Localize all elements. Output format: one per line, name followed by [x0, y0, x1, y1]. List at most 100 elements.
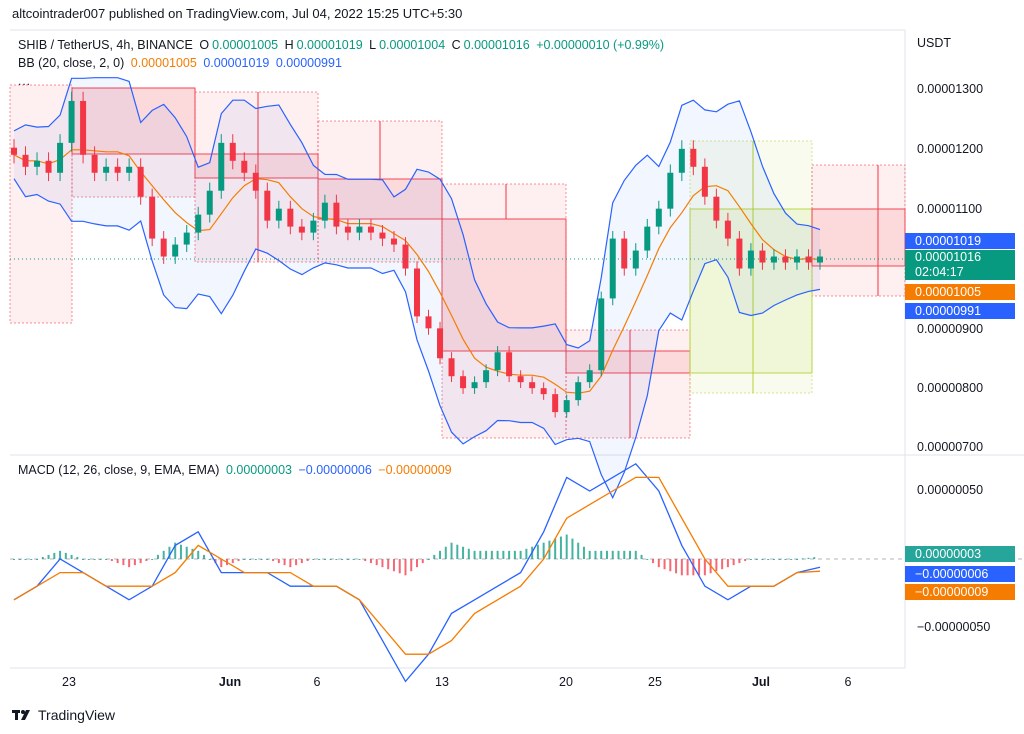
macd-histogram-bar — [237, 559, 240, 562]
macd-histogram-bar — [439, 550, 442, 559]
macd-histogram-bar — [784, 559, 787, 560]
macd-histogram-bar — [300, 559, 303, 564]
macd-histogram-bar — [36, 559, 39, 560]
macd-histogram-bar — [508, 550, 511, 559]
macd-histogram-bar — [559, 536, 562, 559]
macd-histogram-bar — [565, 534, 568, 559]
macd-histogram-bar — [623, 550, 626, 559]
candle-body — [644, 226, 651, 251]
close-value: 0.00001016 — [463, 38, 530, 52]
candle-body — [678, 148, 685, 173]
macd-histogram-bar — [312, 559, 315, 560]
macd-histogram-bar — [47, 554, 50, 559]
macd-histogram-bar — [421, 559, 424, 564]
macd-histogram-bar — [295, 559, 298, 566]
macd-histogram-bar — [502, 550, 505, 559]
macd-histogram-bar — [738, 559, 741, 564]
macd-tick: 0.00000050 — [917, 483, 984, 497]
macd-histogram-bar — [352, 559, 355, 560]
candle-body — [379, 232, 386, 239]
macd-histogram-bar — [53, 552, 56, 559]
open-value: 0.00001005 — [212, 38, 279, 52]
macd-histogram-bar — [807, 557, 810, 559]
candle-body — [448, 358, 455, 377]
bb-label[interactable]: BB (20, close, 2, 0) — [18, 56, 125, 70]
macd-label[interactable]: MACD (12, 26, close, 9, EMA, EMA) — [18, 463, 220, 477]
macd-histogram-bar — [99, 559, 102, 560]
candle-body — [575, 382, 582, 401]
time-tick: Jun — [218, 675, 242, 689]
macd-histogram-bar — [174, 542, 177, 559]
brand-label: TradingView — [38, 707, 116, 723]
bb-legend: BB (20, close, 2, 0) 0.00001005 0.000010… — [18, 56, 345, 70]
candle-body — [437, 328, 444, 359]
macd-histogram-bar — [231, 559, 234, 564]
macd-histogram-bar — [369, 559, 372, 564]
bb-basis-tag: 0.00001005 — [905, 284, 1015, 300]
macd-histogram-bar — [220, 559, 223, 568]
macd-histogram-bar — [433, 554, 436, 559]
macd-histogram-bar — [663, 559, 666, 570]
time-tick: 20 — [559, 675, 573, 689]
time-tick: 23 — [62, 675, 76, 689]
macd-histogram-bar — [513, 550, 516, 559]
macd-histogram-bar — [669, 559, 672, 572]
candle-body — [586, 370, 593, 383]
macd-histogram-bar — [145, 559, 148, 562]
candle-body — [667, 172, 674, 209]
candle-body — [701, 166, 708, 197]
candle-body — [172, 244, 179, 257]
macd-histogram-bar — [600, 550, 603, 559]
price-tick: 0.00000800 — [917, 381, 984, 395]
macd-hist-tag: 0.00000003 — [905, 546, 1015, 562]
macd-histogram-bar — [122, 559, 125, 566]
macd-histogram-bar — [416, 559, 418, 568]
macd-histogram-bar — [721, 559, 724, 570]
macd-histogram-bar — [594, 550, 597, 559]
macd-histogram-bar — [490, 550, 493, 559]
bb-basis-value: 0.00001005 — [130, 56, 197, 70]
bb-lower-tag: 0.00000991 — [905, 303, 1015, 319]
macd-histogram-bar — [467, 548, 470, 559]
macd-histogram-bar — [519, 550, 522, 559]
candle-body — [114, 166, 121, 173]
more-indicators-toggle[interactable]: ... — [18, 74, 32, 88]
macd-histogram-bar — [202, 554, 205, 559]
macd-histogram-bar — [93, 559, 96, 560]
macd-histogram-bar — [692, 559, 695, 576]
macd-histogram-bar — [375, 559, 378, 566]
macd-histogram-bar — [772, 559, 775, 560]
macd-histogram-bar — [243, 559, 246, 560]
candle-body — [713, 196, 720, 221]
open-label: O — [199, 38, 210, 52]
price-tick: 0.00000900 — [917, 322, 984, 336]
candlesticks — [11, 91, 823, 418]
candle-body — [310, 220, 317, 233]
tradingview-brand[interactable]: TradingView — [12, 707, 115, 723]
candle-body — [390, 238, 397, 245]
tradingview-logo-icon — [12, 710, 30, 720]
candle-body — [690, 148, 697, 167]
macd-histogram-bar — [254, 559, 257, 560]
macd-histogram-bar — [703, 559, 706, 576]
price-tick: 0.00001100 — [917, 202, 983, 216]
macd-legend: MACD (12, 26, close, 9, EMA, EMA) 0.0000… — [18, 463, 455, 477]
macd-histogram-bar — [525, 548, 528, 559]
candle-body — [287, 208, 294, 227]
macd-histogram-bar — [151, 559, 154, 560]
macd-histogram-bar — [698, 559, 701, 576]
candle-body — [367, 226, 374, 233]
macd-histogram-bar — [542, 542, 545, 559]
macd-histogram-bar — [646, 559, 649, 560]
symbol-label[interactable]: SHIB / TetherUS, 4h, BINANCE — [18, 38, 193, 52]
price-legend: SHIB / TetherUS, 4h, BINANCE O 0.00001005… — [18, 38, 667, 52]
macd-histogram-bar — [323, 559, 326, 560]
macd-histogram-bar — [24, 559, 27, 560]
macd-histogram-bar — [813, 557, 816, 559]
macd-histogram-bar — [249, 559, 252, 560]
candle-body — [747, 250, 754, 269]
price-tick: 0.00001200 — [917, 142, 984, 156]
macd-histogram-bar — [64, 552, 67, 559]
candle-body — [494, 352, 501, 371]
